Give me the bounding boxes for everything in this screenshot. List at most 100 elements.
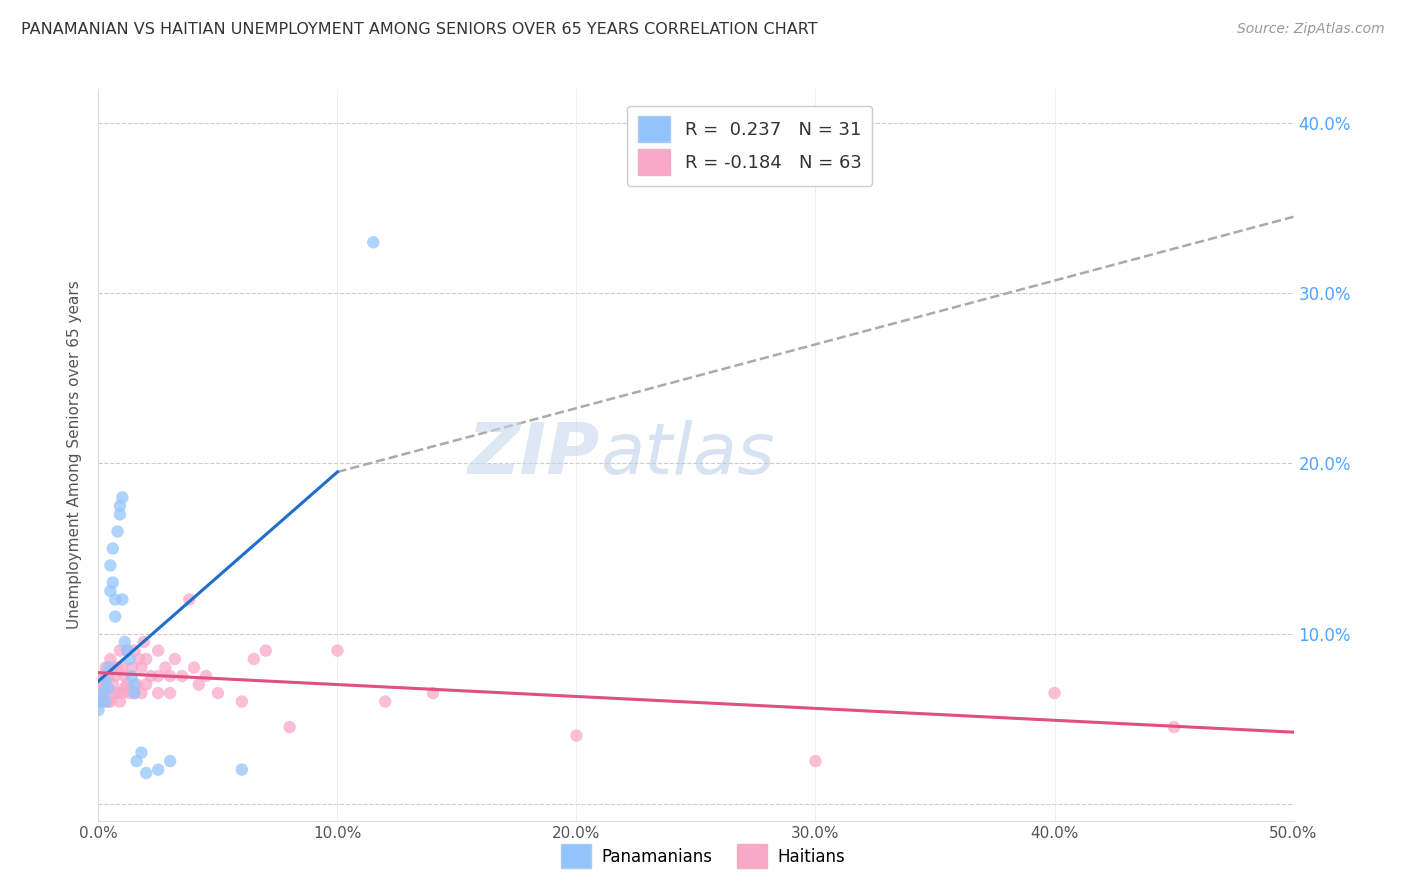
Y-axis label: Unemployment Among Seniors over 65 years: Unemployment Among Seniors over 65 years bbox=[67, 281, 83, 629]
Point bbox=[179, 592, 201, 607]
Point bbox=[108, 499, 131, 513]
Point bbox=[97, 681, 120, 695]
Point bbox=[326, 643, 349, 657]
Point bbox=[231, 763, 253, 777]
Point bbox=[91, 686, 114, 700]
Point bbox=[108, 508, 131, 522]
Point bbox=[114, 635, 136, 649]
Point bbox=[97, 669, 120, 683]
Point bbox=[422, 686, 444, 700]
Point bbox=[108, 695, 131, 709]
Point bbox=[101, 541, 124, 556]
Point bbox=[128, 652, 150, 666]
Point bbox=[97, 695, 120, 709]
Point bbox=[1043, 686, 1066, 700]
Point bbox=[243, 652, 266, 666]
Point bbox=[101, 677, 124, 691]
Point bbox=[90, 686, 112, 700]
Point bbox=[97, 660, 120, 674]
Point bbox=[121, 660, 143, 674]
Point bbox=[132, 635, 155, 649]
Text: atlas: atlas bbox=[600, 420, 775, 490]
Point bbox=[565, 729, 588, 743]
Point bbox=[91, 695, 114, 709]
Point bbox=[125, 677, 148, 691]
Point bbox=[159, 686, 181, 700]
Point bbox=[91, 681, 114, 695]
Point bbox=[124, 686, 146, 700]
Point bbox=[148, 643, 170, 657]
Point bbox=[124, 677, 146, 691]
Point bbox=[131, 686, 153, 700]
Point bbox=[114, 669, 136, 683]
Point bbox=[101, 575, 124, 590]
Point bbox=[121, 669, 143, 683]
Point bbox=[104, 669, 127, 683]
Point bbox=[108, 643, 131, 657]
Point bbox=[87, 695, 110, 709]
Point bbox=[124, 686, 146, 700]
Point bbox=[107, 524, 129, 539]
Point bbox=[159, 754, 181, 768]
Point bbox=[87, 703, 110, 717]
Point bbox=[98, 652, 122, 666]
Point bbox=[172, 669, 194, 683]
Point bbox=[101, 660, 124, 674]
Point bbox=[115, 643, 138, 657]
Point bbox=[111, 491, 134, 505]
Point bbox=[111, 592, 134, 607]
Point bbox=[254, 643, 277, 657]
Point bbox=[107, 660, 129, 674]
Point bbox=[111, 686, 134, 700]
Point bbox=[94, 686, 117, 700]
Point bbox=[87, 674, 110, 689]
Text: ZIP: ZIP bbox=[468, 420, 600, 490]
Text: Source: ZipAtlas.com: Source: ZipAtlas.com bbox=[1237, 22, 1385, 37]
Point bbox=[111, 660, 134, 674]
Point bbox=[183, 660, 205, 674]
Point bbox=[363, 235, 385, 250]
Point bbox=[148, 763, 170, 777]
Point bbox=[87, 695, 110, 709]
Point bbox=[94, 660, 117, 674]
Point bbox=[94, 674, 117, 689]
Point bbox=[107, 686, 129, 700]
Legend: R =  0.237   N = 31, R = -0.184   N = 63: R = 0.237 N = 31, R = -0.184 N = 63 bbox=[627, 105, 873, 186]
Point bbox=[118, 652, 141, 666]
Point bbox=[104, 592, 127, 607]
Point bbox=[98, 695, 122, 709]
Point bbox=[139, 669, 162, 683]
Point bbox=[114, 681, 136, 695]
Point bbox=[104, 686, 127, 700]
Point bbox=[94, 695, 117, 709]
Point bbox=[207, 686, 229, 700]
Point bbox=[104, 609, 127, 624]
Point bbox=[98, 558, 122, 573]
Point bbox=[131, 746, 153, 760]
Point bbox=[118, 686, 141, 700]
Point bbox=[135, 652, 157, 666]
Point bbox=[131, 660, 153, 674]
Point bbox=[148, 686, 170, 700]
Point bbox=[124, 643, 146, 657]
Point bbox=[195, 669, 218, 683]
Point bbox=[148, 669, 170, 683]
Point bbox=[159, 669, 181, 683]
Text: PANAMANIAN VS HAITIAN UNEMPLOYMENT AMONG SENIORS OVER 65 YEARS CORRELATION CHART: PANAMANIAN VS HAITIAN UNEMPLOYMENT AMONG… bbox=[21, 22, 818, 37]
Point bbox=[163, 652, 186, 666]
Point bbox=[374, 695, 396, 709]
Point bbox=[98, 584, 122, 599]
Point bbox=[1163, 720, 1185, 734]
Legend: Panamanians, Haitians: Panamanians, Haitians bbox=[554, 838, 852, 875]
Point bbox=[187, 677, 209, 691]
Point bbox=[278, 720, 301, 734]
Point bbox=[90, 677, 112, 691]
Point bbox=[135, 677, 157, 691]
Point bbox=[125, 754, 148, 768]
Point bbox=[804, 754, 827, 768]
Point bbox=[231, 695, 253, 709]
Point bbox=[115, 643, 138, 657]
Point bbox=[155, 660, 177, 674]
Point bbox=[135, 766, 157, 780]
Point bbox=[115, 677, 138, 691]
